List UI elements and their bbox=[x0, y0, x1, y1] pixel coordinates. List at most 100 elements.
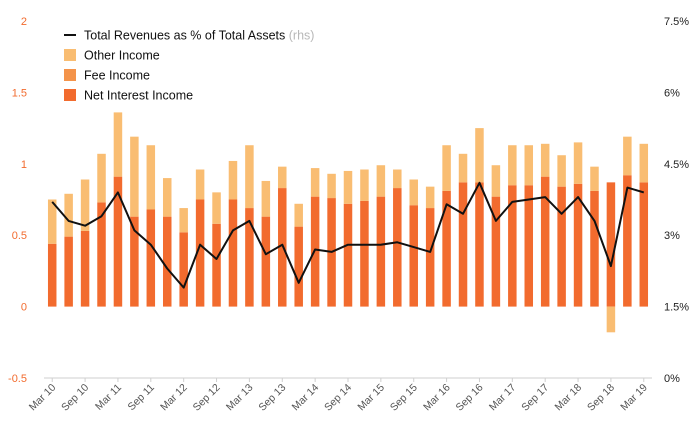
bar-other-income bbox=[590, 166, 599, 191]
legend-label: Net Interest Income bbox=[84, 89, 193, 103]
bar-other-income bbox=[540, 143, 550, 177]
bar-other-income bbox=[146, 145, 156, 210]
bar-other-income bbox=[623, 136, 632, 176]
legend-label: Fee Income bbox=[84, 69, 150, 83]
bar-net-interest-income bbox=[360, 200, 369, 307]
bar-other-income bbox=[47, 199, 57, 244]
bar-other-income bbox=[557, 155, 566, 187]
x-tick-label: Mar 12 bbox=[158, 382, 190, 414]
bar-other-income bbox=[113, 112, 123, 177]
bar-other-income bbox=[425, 186, 435, 209]
bar-other-income bbox=[393, 169, 402, 189]
bar-net-interest-income bbox=[376, 196, 386, 307]
legend: Total Revenues as % of Total Assets (rhs… bbox=[64, 29, 314, 103]
bar-other-income bbox=[508, 145, 517, 186]
left-tick-label: 2 bbox=[21, 16, 27, 28]
left-axis: -0.5 0 0.5 1 1.5 2 bbox=[8, 16, 27, 385]
bar-net-interest-income bbox=[278, 188, 287, 307]
bar-other-income bbox=[442, 145, 451, 191]
left-tick-label: 1 bbox=[21, 159, 27, 171]
bar-net-interest-income bbox=[409, 205, 418, 307]
bar-other-income bbox=[606, 306, 616, 333]
bar-net-interest-income bbox=[294, 226, 303, 307]
bar-net-interest-income bbox=[557, 186, 566, 307]
bar-net-interest-income bbox=[425, 208, 435, 307]
bar-net-interest-income bbox=[261, 216, 271, 307]
right-axis: 0% 1.5% 3% 4.5% 6% 7.5% bbox=[664, 16, 689, 385]
bar-net-interest-income bbox=[130, 216, 139, 307]
x-tick-label: Sep 13 bbox=[256, 382, 288, 414]
bar-net-interest-income bbox=[458, 182, 468, 307]
bar-other-income bbox=[458, 153, 468, 183]
bar-other-income bbox=[639, 143, 649, 183]
x-tick-label: Sep 17 bbox=[519, 382, 551, 414]
x-tick-label: Mar 17 bbox=[487, 382, 519, 414]
x-tick-label: Mar 16 bbox=[421, 382, 453, 414]
bar-net-interest-income bbox=[524, 185, 534, 307]
bar-other-income bbox=[524, 145, 534, 186]
right-tick-label: 3% bbox=[664, 230, 680, 242]
x-tick-label: Sep 14 bbox=[322, 382, 354, 414]
bar-other-income bbox=[475, 128, 484, 183]
bar-other-income bbox=[409, 179, 418, 206]
x-tick-label: Mar 11 bbox=[93, 382, 124, 413]
x-tick-label: Mar 19 bbox=[618, 382, 650, 414]
bar-net-interest-income bbox=[97, 202, 106, 307]
bar-other-income bbox=[376, 165, 386, 197]
bar-net-interest-income bbox=[540, 176, 550, 307]
bar-net-interest-income bbox=[113, 176, 123, 307]
bar-other-income bbox=[491, 165, 501, 197]
bar-net-interest-income bbox=[508, 185, 517, 307]
bar-other-income bbox=[80, 179, 90, 231]
bar-net-interest-income bbox=[393, 188, 402, 307]
bar-other-income bbox=[212, 192, 221, 224]
bar-other-income bbox=[97, 153, 106, 203]
bar-net-interest-income bbox=[623, 175, 632, 307]
x-tick-label: Mar 18 bbox=[553, 382, 585, 414]
bar-net-interest-income bbox=[212, 223, 221, 307]
bar-net-interest-income bbox=[606, 182, 616, 307]
bar-other-income bbox=[64, 193, 73, 237]
bar-other-income bbox=[195, 169, 205, 200]
bar-net-interest-income bbox=[573, 183, 583, 307]
legend-box-swatch bbox=[64, 89, 76, 101]
right-tick-label: 7.5% bbox=[664, 16, 689, 28]
bar-net-interest-income bbox=[146, 209, 156, 307]
bar-other-income bbox=[261, 180, 271, 217]
x-tick-label: Sep 18 bbox=[585, 382, 617, 414]
line-series-group bbox=[51, 181, 645, 289]
right-tick-label: 1.5% bbox=[664, 302, 689, 314]
right-tick-label: 0% bbox=[664, 373, 680, 385]
bar-other-income bbox=[327, 173, 336, 199]
bar-other-income bbox=[360, 169, 369, 201]
left-tick-label: -0.5 bbox=[8, 373, 27, 385]
x-tick-label: Sep 12 bbox=[191, 382, 223, 414]
bar-other-income bbox=[343, 170, 353, 204]
legend-label: Other Income bbox=[84, 49, 160, 63]
bar-net-interest-income bbox=[80, 230, 90, 307]
line-total-revenues-pct-assets bbox=[51, 181, 645, 289]
legend-label-suffix: (rhs) bbox=[285, 29, 314, 43]
x-tick-label: Mar 10 bbox=[27, 382, 59, 414]
legend-label: Total Revenues as % of Total Assets (rhs… bbox=[84, 29, 314, 43]
left-tick-label: 0 bbox=[21, 302, 27, 314]
bar-net-interest-income bbox=[491, 196, 501, 307]
bar-net-interest-income bbox=[228, 199, 238, 307]
bar-net-interest-income bbox=[195, 199, 205, 307]
bar-net-interest-income bbox=[442, 190, 451, 307]
bar-net-interest-income bbox=[179, 232, 188, 307]
x-tick-label: Sep 10 bbox=[59, 382, 91, 414]
bar-net-interest-income bbox=[162, 216, 172, 307]
bar-net-interest-income bbox=[639, 182, 649, 307]
bar-other-income bbox=[130, 136, 139, 217]
bar-other-income bbox=[162, 178, 172, 217]
bar-net-interest-income bbox=[64, 236, 73, 307]
left-tick-label: 1.5 bbox=[12, 87, 27, 99]
bar-other-income bbox=[179, 208, 188, 233]
bar-net-interest-income bbox=[590, 190, 599, 307]
x-tick-label: Mar 15 bbox=[355, 382, 387, 414]
bar-net-interest-income bbox=[47, 243, 57, 307]
bar-other-income bbox=[228, 160, 238, 200]
bar-net-interest-income bbox=[343, 203, 353, 307]
